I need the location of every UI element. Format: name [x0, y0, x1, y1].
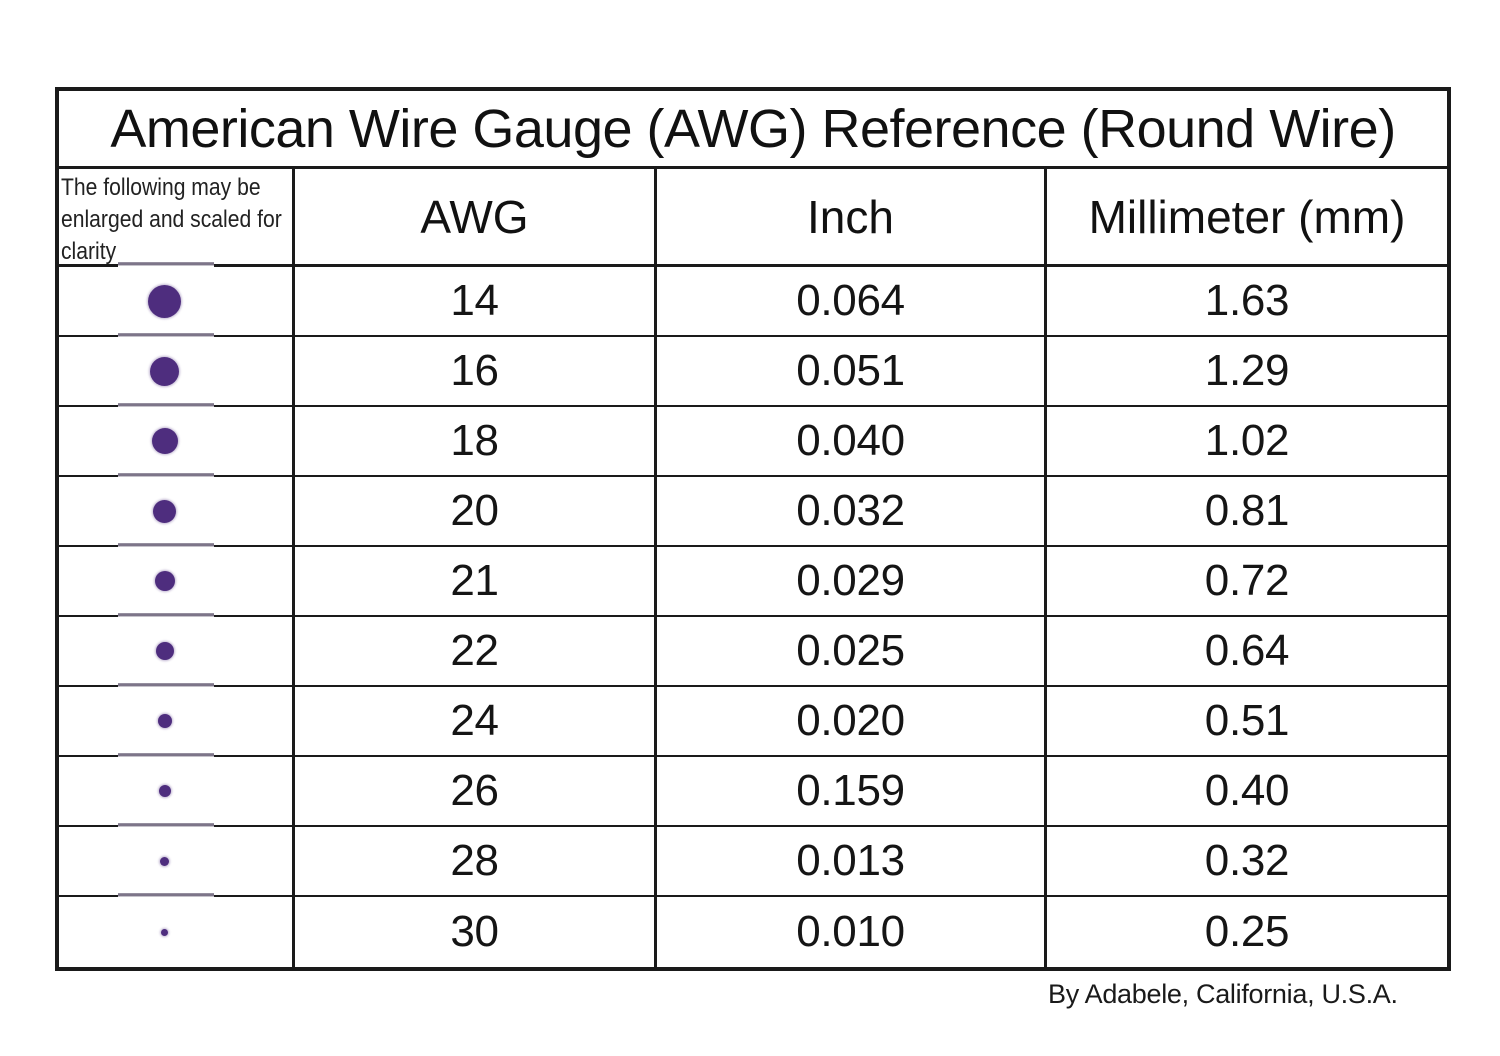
- wire-dot-cell: [59, 547, 295, 620]
- mm-value-cell: 0.64: [1047, 617, 1447, 687]
- wire-size-dot: [151, 428, 178, 454]
- wire-size-dot: [160, 856, 169, 866]
- wire-dot-cell: [59, 757, 295, 830]
- wire-dot-cell: [59, 267, 295, 340]
- awg-value-cell: 14: [295, 267, 657, 337]
- awg-value-cell: 21: [295, 547, 657, 617]
- wire-size-dot: [158, 785, 171, 797]
- mm-value: 1.63: [1204, 276, 1290, 325]
- inch-value-cell: 0.020: [657, 687, 1047, 757]
- wire-dot-cell: [59, 477, 295, 550]
- awg-value: 26: [450, 766, 499, 815]
- inch-value-cell: 0.029: [657, 547, 1047, 617]
- awg-value: 20: [450, 486, 499, 535]
- mm-value-cell: 0.81: [1047, 477, 1447, 547]
- footer-credit: By Adabele, California, U.S.A.: [1048, 979, 1398, 1009]
- mm-value: 0.40: [1204, 766, 1290, 815]
- mm-value-cell: 1.02: [1047, 407, 1447, 477]
- inch-value-cell: 0.025: [657, 617, 1047, 687]
- wire-size-dot: [161, 928, 168, 936]
- note-line-3: clarity: [61, 238, 117, 265]
- wire-size-dot: [148, 284, 181, 318]
- mm-value: 0.81: [1204, 486, 1290, 535]
- table-title: American Wire Gauge (AWG) Reference (Rou…: [59, 91, 1447, 169]
- mm-value: 0.72: [1204, 556, 1290, 605]
- wire-dot-cell: [59, 407, 295, 480]
- mm-value-cell: 1.63: [1047, 267, 1447, 337]
- awg-value-cell: 28: [295, 827, 657, 897]
- inch-value: 0.020: [796, 696, 905, 745]
- awg-value: 24: [450, 696, 499, 745]
- mm-value-cell: 0.40: [1047, 757, 1447, 827]
- inch-value: 0.013: [796, 836, 905, 885]
- mm-value: 0.25: [1204, 907, 1290, 956]
- inch-value-cell: 0.010: [657, 897, 1047, 967]
- awg-value-cell: 20: [295, 477, 657, 547]
- mm-value: 0.51: [1204, 696, 1290, 745]
- inch-value: 0.051: [796, 346, 905, 395]
- inch-value-cell: 0.040: [657, 407, 1047, 477]
- wire-dot-cell: [59, 687, 295, 760]
- note-line-1: The following may be: [61, 174, 261, 201]
- inch-value-cell: 0.032: [657, 477, 1047, 547]
- awg-value-cell: 24: [295, 687, 657, 757]
- mm-value-cell: 0.32: [1047, 827, 1447, 897]
- inch-value-cell: 0.064: [657, 267, 1047, 337]
- inch-value: 0.025: [796, 626, 905, 675]
- wire-dot-cell: [59, 897, 295, 967]
- inch-value: 0.159: [796, 766, 905, 815]
- awg-value: 14: [450, 276, 499, 325]
- mm-value: 1.29: [1204, 346, 1290, 395]
- awg-value-cell: 30: [295, 897, 657, 967]
- inch-value-cell: 0.159: [657, 757, 1047, 827]
- awg-value: 22: [450, 626, 499, 675]
- mm-value: 0.32: [1204, 836, 1290, 885]
- awg-value: 21: [450, 556, 499, 605]
- table-title-text: American Wire Gauge (AWG) Reference (Rou…: [110, 98, 1396, 159]
- wire-dot-cell: [59, 337, 295, 410]
- awg-value: 30: [450, 907, 499, 956]
- mm-value-cell: 0.51: [1047, 687, 1447, 757]
- awg-value-cell: 16: [295, 337, 657, 407]
- wire-size-dot: [157, 714, 172, 728]
- mm-value-cell: 0.25: [1047, 897, 1447, 967]
- column-header-inch: Inch: [657, 169, 1047, 267]
- inch-value: 0.032: [796, 486, 905, 535]
- inch-value: 0.064: [796, 276, 905, 325]
- awg-reference-table: American Wire Gauge (AWG) Reference (Rou…: [55, 87, 1451, 971]
- mm-value: 1.02: [1204, 416, 1290, 465]
- wire-dot-cell: [59, 827, 295, 900]
- mm-value-cell: 1.29: [1047, 337, 1447, 407]
- inch-value: 0.040: [796, 416, 905, 465]
- wire-size-dot: [153, 499, 176, 523]
- note-line-2: enlarged and scaled for: [61, 206, 282, 233]
- note-text: The following may be enlarged and scaled…: [61, 172, 282, 268]
- awg-value-cell: 26: [295, 757, 657, 827]
- column-header-inch-label: Inch: [807, 190, 894, 243]
- mm-value-cell: 0.72: [1047, 547, 1447, 617]
- wire-dot-cell: [59, 617, 295, 690]
- inch-value-cell: 0.013: [657, 827, 1047, 897]
- column-header-awg-label: AWG: [420, 190, 529, 243]
- awg-value: 18: [450, 416, 499, 465]
- column-header-mm: Millimeter (mm): [1047, 169, 1447, 267]
- column-header-mm-label: Millimeter (mm): [1088, 190, 1406, 243]
- awg-value-cell: 22: [295, 617, 657, 687]
- column-header-awg: AWG: [295, 169, 657, 267]
- inch-value: 0.029: [796, 556, 905, 605]
- note-cell: The following may be enlarged and scaled…: [59, 169, 295, 269]
- wire-size-dot: [150, 356, 179, 386]
- awg-value: 16: [450, 346, 499, 395]
- inch-value-cell: 0.051: [657, 337, 1047, 407]
- awg-value: 28: [450, 836, 499, 885]
- wire-size-dot: [154, 571, 175, 591]
- wire-size-dot: [155, 642, 174, 660]
- awg-value-cell: 18: [295, 407, 657, 477]
- inch-value: 0.010: [796, 907, 905, 956]
- mm-value: 0.64: [1204, 626, 1290, 675]
